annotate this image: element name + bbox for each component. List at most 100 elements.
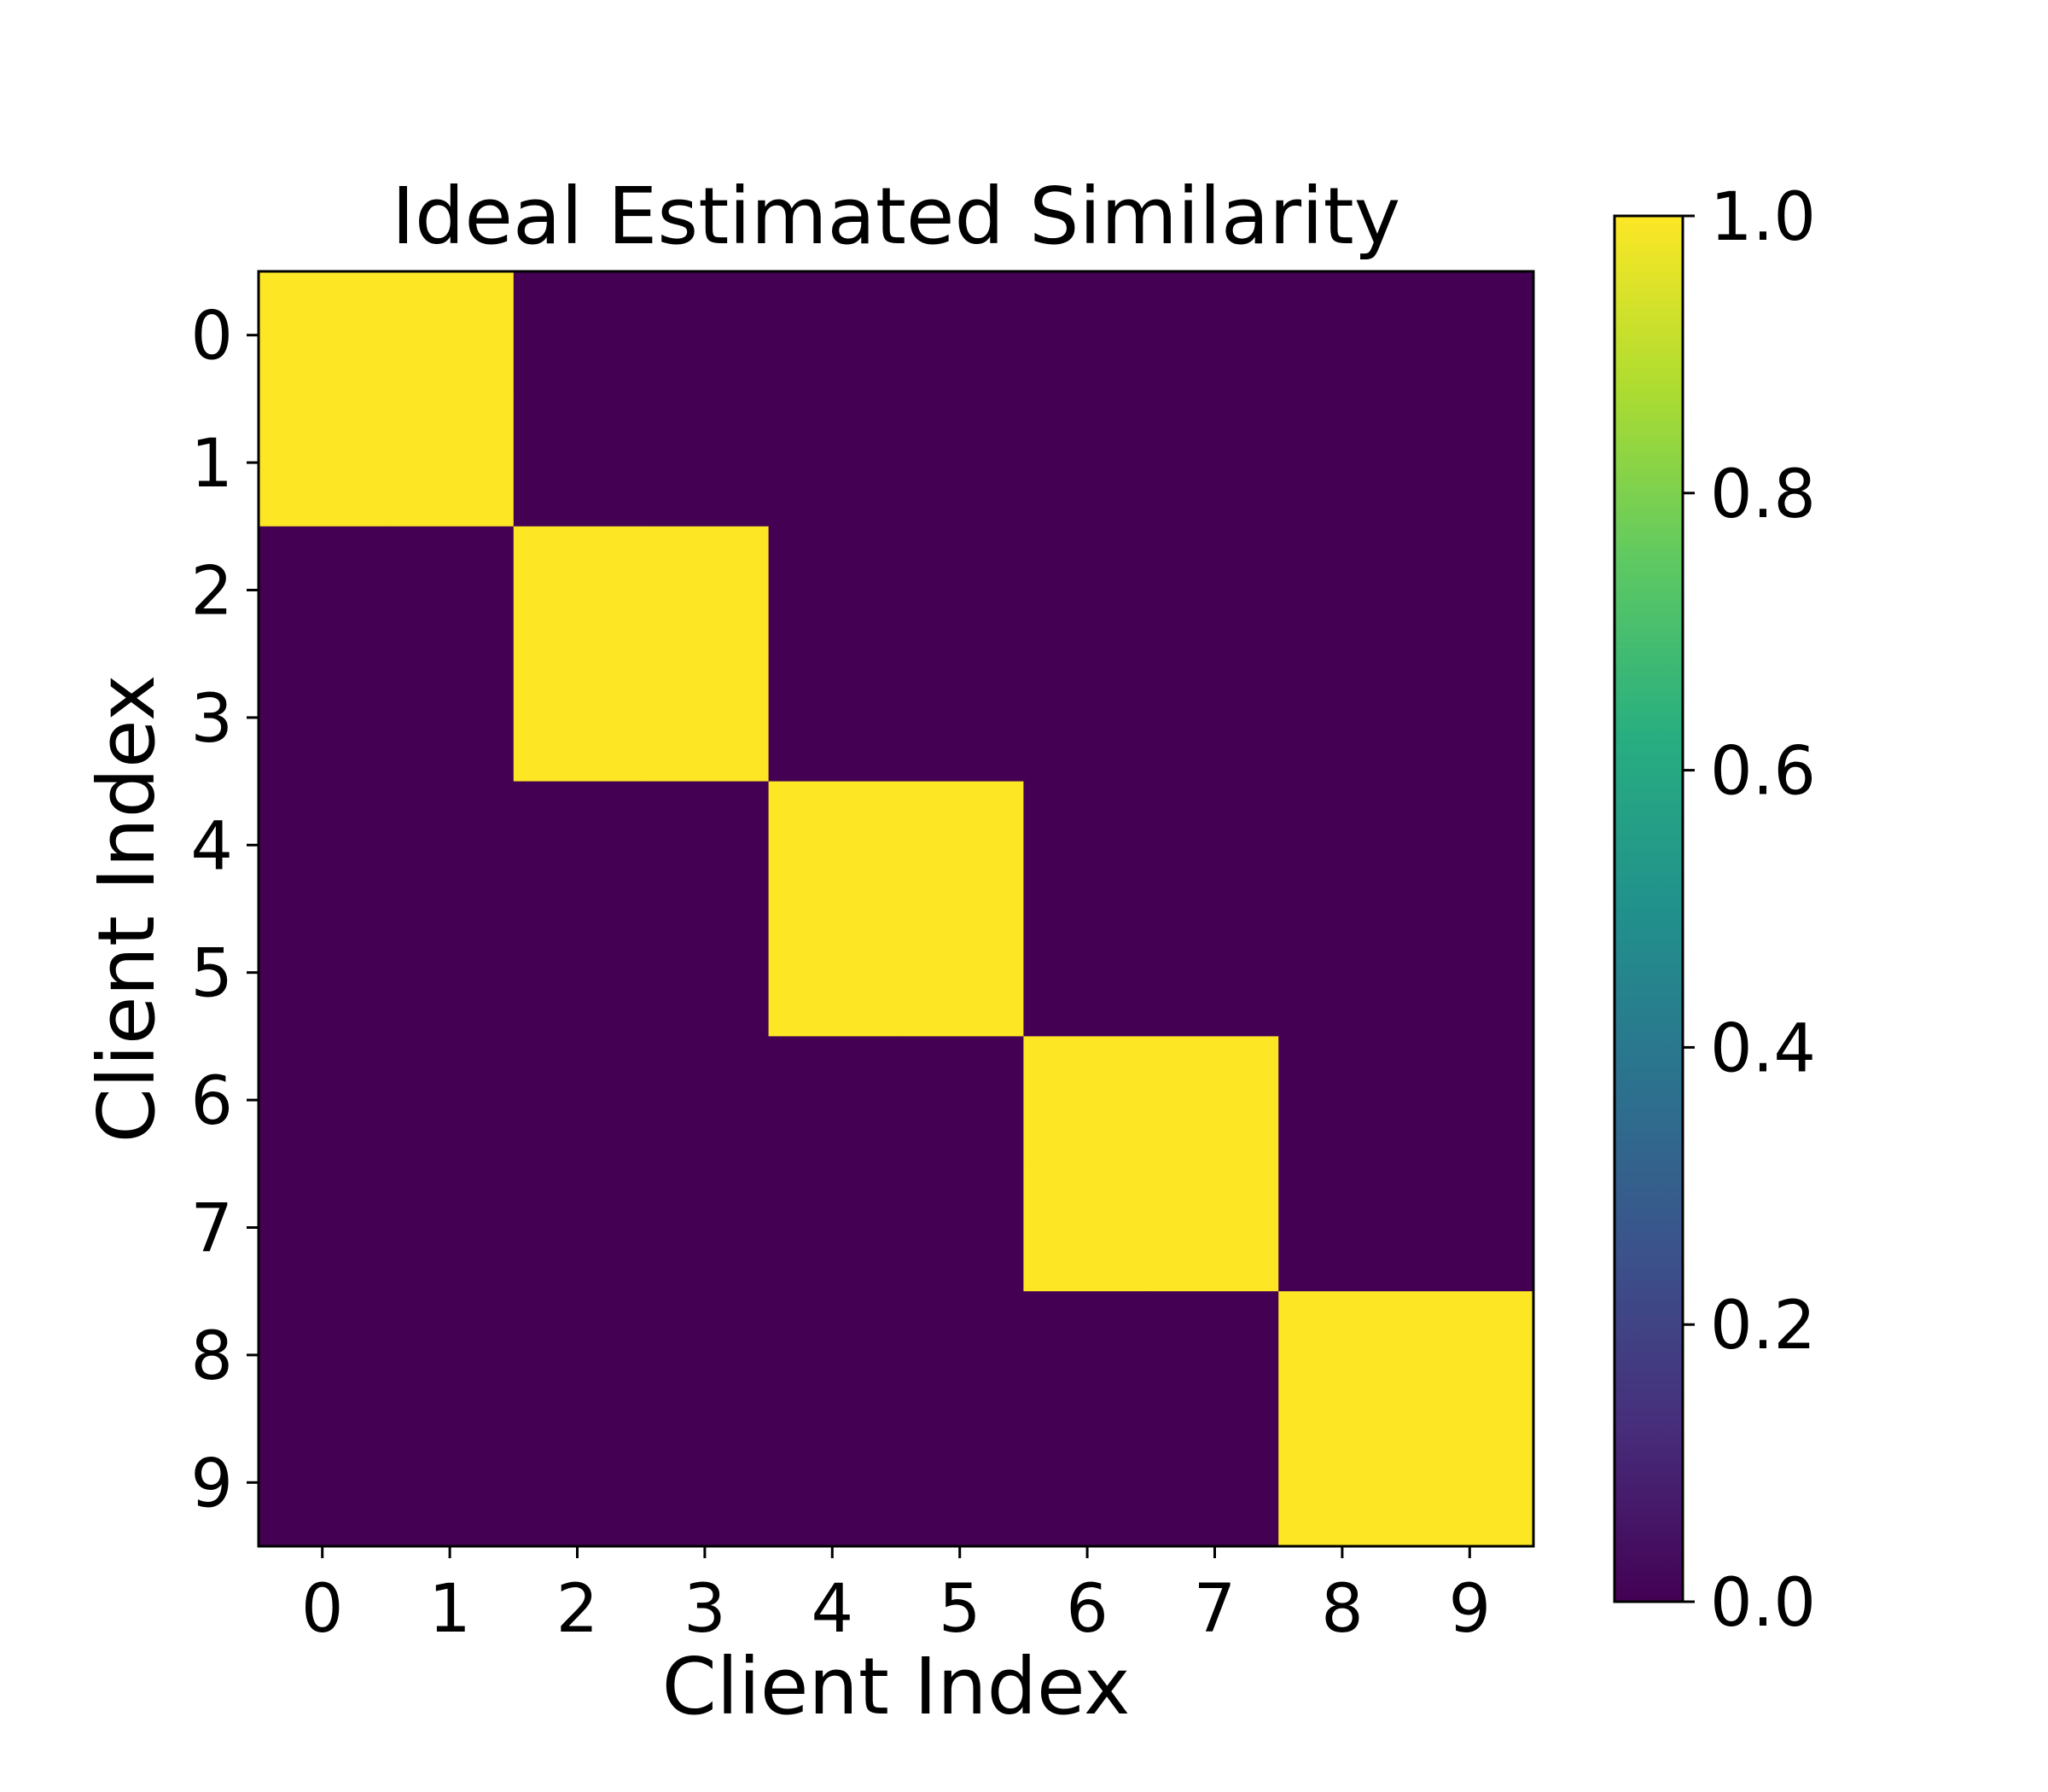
heatmap-cell bbox=[1405, 526, 1534, 655]
heatmap-cell bbox=[1278, 1418, 1407, 1547]
heatmap-cell bbox=[259, 1163, 387, 1292]
heatmap-cell bbox=[386, 654, 515, 783]
heatmap-cell bbox=[1023, 654, 1152, 783]
heatmap-cell bbox=[768, 1163, 897, 1292]
heatmap-cell bbox=[1278, 1036, 1407, 1165]
heatmap-cell bbox=[259, 399, 387, 527]
heatmap-cell bbox=[1278, 654, 1407, 783]
heatmap-cell bbox=[1278, 1291, 1407, 1420]
heatmap-cell bbox=[386, 1036, 515, 1165]
heatmap-cell bbox=[1023, 1291, 1152, 1420]
heatmap-cell bbox=[1150, 1163, 1279, 1292]
heatmap-cell bbox=[386, 1291, 515, 1420]
heatmap-cell bbox=[1150, 654, 1279, 783]
heatmap-cell bbox=[386, 909, 515, 1037]
heatmap-cell bbox=[641, 1036, 770, 1165]
heatmap-cell bbox=[896, 1418, 1024, 1547]
chart-title: Ideal Estimated Similarity bbox=[392, 171, 1400, 262]
heatmap-cell bbox=[1150, 271, 1279, 399]
heatmap-cell bbox=[1405, 399, 1534, 527]
heatmap-cell bbox=[1023, 271, 1152, 399]
colorbar-tick-label: 0.4 bbox=[1710, 1010, 1816, 1087]
x-tick-label: 5 bbox=[939, 1571, 981, 1648]
heatmap-cell bbox=[1150, 1418, 1279, 1547]
heatmap-cell bbox=[386, 271, 515, 399]
heatmap-cell bbox=[386, 1418, 515, 1547]
heatmap-cell bbox=[641, 654, 770, 783]
colorbar bbox=[1613, 214, 1684, 1603]
x-tick-label: 1 bbox=[428, 1571, 471, 1648]
heatmap-cell bbox=[1023, 781, 1152, 910]
heatmap-cell bbox=[896, 526, 1024, 655]
heatmap-cell bbox=[1278, 271, 1407, 399]
heatmap-cells bbox=[259, 271, 1534, 1547]
x-tick-label: 3 bbox=[684, 1571, 726, 1648]
y-axis-ticks: 0 1 2 3 4 5 6 7 8 9 bbox=[190, 299, 259, 1522]
x-axis-label: Client Index bbox=[662, 1641, 1131, 1732]
x-tick-label: 2 bbox=[556, 1571, 599, 1648]
y-axis-label: Client Index bbox=[81, 675, 172, 1143]
x-tick-label: 6 bbox=[1066, 1571, 1108, 1648]
heatmap-cell bbox=[259, 1036, 387, 1165]
heatmap-cell bbox=[896, 909, 1024, 1037]
heatmap-cell bbox=[1150, 399, 1279, 527]
heatmap-cell bbox=[768, 526, 897, 655]
heatmap-cell bbox=[768, 399, 897, 527]
heatmap-cell bbox=[896, 781, 1024, 910]
x-tick-label: 8 bbox=[1321, 1571, 1364, 1648]
colorbar-tick-label: 0.8 bbox=[1710, 457, 1816, 533]
heatmap-cell bbox=[1150, 909, 1279, 1037]
heatmap-cell bbox=[641, 1291, 770, 1420]
y-tick-label: 1 bbox=[190, 426, 233, 503]
heatmap-cell bbox=[1405, 781, 1534, 910]
heatmap-cell bbox=[768, 1036, 897, 1165]
heatmap-cell bbox=[768, 654, 897, 783]
heatmap-cell bbox=[513, 1036, 642, 1165]
heatmap-cell bbox=[896, 654, 1024, 783]
heatmap-cell bbox=[641, 781, 770, 910]
heatmap-cell bbox=[896, 1036, 1024, 1165]
x-axis-ticks: 0 1 2 3 4 5 6 7 8 9 bbox=[301, 1546, 1491, 1648]
x-tick-label: 0 bbox=[301, 1571, 344, 1648]
heatmap-cell bbox=[513, 526, 642, 655]
heatmap-cell bbox=[513, 1418, 642, 1547]
y-tick-label: 2 bbox=[190, 554, 233, 631]
heatmap-cell bbox=[259, 781, 387, 910]
heatmap-cell bbox=[1405, 1036, 1534, 1165]
heatmap-cell bbox=[1405, 271, 1534, 399]
heatmap-cell bbox=[641, 1163, 770, 1292]
y-tick-label: 6 bbox=[190, 1063, 233, 1140]
heatmap-cell bbox=[896, 1291, 1024, 1420]
heatmap-cell bbox=[386, 781, 515, 910]
heatmap-cell bbox=[1023, 1036, 1152, 1165]
heatmap-cell bbox=[259, 271, 387, 399]
colorbar-tick-label: 0.6 bbox=[1710, 734, 1816, 811]
heatmap-cell bbox=[513, 781, 642, 910]
heatmap-cell bbox=[513, 399, 642, 527]
heatmap-cell bbox=[1150, 1036, 1279, 1165]
heatmap-cell bbox=[896, 399, 1024, 527]
x-tick-label: 7 bbox=[1194, 1571, 1236, 1648]
heatmap-cell bbox=[1278, 1163, 1407, 1292]
heatmap-cell bbox=[1023, 909, 1152, 1037]
heatmap-cell bbox=[641, 399, 770, 527]
heatmap-cell bbox=[386, 399, 515, 527]
heatmap-cell bbox=[259, 1418, 387, 1547]
heatmap-cell bbox=[896, 1163, 1024, 1292]
heatmap-cell bbox=[1150, 1291, 1279, 1420]
y-tick-label: 9 bbox=[190, 1446, 233, 1522]
heatmap-cell bbox=[1150, 781, 1279, 910]
heatmap-cell bbox=[259, 654, 387, 783]
heatmap-cell bbox=[1278, 909, 1407, 1037]
y-tick-label: 5 bbox=[190, 936, 233, 1013]
heatmap-cell bbox=[1278, 781, 1407, 910]
heatmap-cell bbox=[1150, 526, 1279, 655]
heatmap-cell bbox=[513, 654, 642, 783]
y-tick-label: 3 bbox=[190, 681, 233, 758]
heatmap-cell bbox=[513, 1291, 642, 1420]
colorbar-tick-label: 1.0 bbox=[1710, 179, 1816, 256]
x-tick-label: 9 bbox=[1448, 1571, 1491, 1648]
heatmap-cell bbox=[386, 526, 515, 655]
heatmap-cell bbox=[1405, 1291, 1534, 1420]
